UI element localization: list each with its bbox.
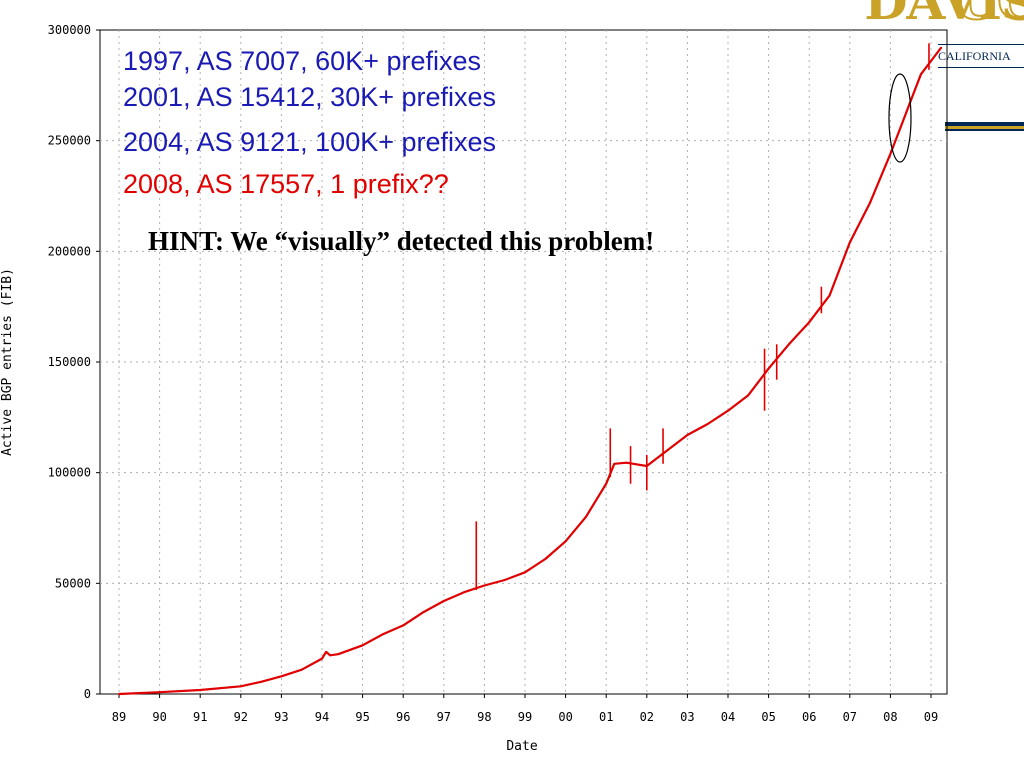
x-tick-label: 09 [924, 710, 938, 724]
data-point [828, 294, 831, 297]
x-tick-label: 00 [558, 710, 572, 724]
x-tick-label: 95 [355, 710, 369, 724]
logo-uc: UC [954, 0, 1024, 32]
data-point [321, 657, 323, 660]
x-axis-ticks: 89 90 91 92 93 94 95 96 97 98 99 00 01 02 03 04 05 06 07 08… [112, 694, 938, 724]
data-point [463, 591, 466, 594]
data-point [686, 434, 689, 437]
x-tick-label: 08 [883, 710, 897, 724]
logo-subtitle: CALIFORNIA [938, 44, 1024, 68]
x-tick-label: 91 [193, 710, 207, 724]
data-point [442, 600, 445, 603]
y-tick-label: 100000 [48, 466, 91, 480]
data-point [118, 693, 120, 695]
x-tick-label: 99 [518, 710, 532, 724]
grid [100, 30, 947, 694]
x-tick-label: 98 [477, 710, 491, 724]
data-point [919, 73, 922, 76]
bgp-series-line [118, 47, 942, 696]
data-point [787, 343, 790, 346]
data-point [239, 685, 242, 688]
data-point [940, 46, 943, 49]
data-point [544, 557, 547, 560]
y-tick-label: 50000 [55, 576, 91, 590]
data-point [329, 654, 332, 657]
x-tick-label: 05 [761, 710, 775, 724]
data-point [300, 668, 303, 671]
x-axis-label: Date [506, 739, 537, 754]
data-point [584, 515, 587, 518]
data-point [402, 624, 405, 627]
data-point [199, 689, 202, 692]
data-point [280, 675, 283, 678]
anomaly-highlight-circle [888, 73, 912, 163]
hint-text: HINT: We “visually” detected this proble… [148, 226, 655, 256]
data-point [260, 680, 263, 683]
y-tick-label: 200000 [48, 244, 91, 258]
annotation-2004: 2004, AS 9121, 100K+ prefixes [123, 127, 497, 157]
data-point [524, 571, 526, 574]
x-tick-label: 06 [802, 710, 816, 724]
x-tick-label: 02 [640, 710, 654, 724]
y-tick-label: 250000 [48, 134, 91, 148]
x-tick-label: 92 [234, 710, 248, 724]
logo-bar-navy-2 [945, 129, 1024, 131]
x-tick-label: 04 [721, 710, 735, 724]
data-point [747, 394, 750, 397]
data-point [848, 241, 851, 244]
data-point [337, 653, 340, 656]
data-point [483, 584, 486, 587]
data-point [706, 422, 709, 425]
logo-bar-gold [945, 126, 1024, 129]
data-point [613, 462, 616, 465]
data-point [361, 644, 364, 647]
data-point [808, 321, 811, 324]
logo-davis: DAVIS [864, 0, 1024, 31]
data-point [605, 482, 608, 485]
data-point [503, 579, 506, 582]
y-tick-label: 300000 [48, 23, 91, 37]
logo-bar-navy [945, 122, 1024, 126]
data-point [899, 126, 902, 129]
data-point [158, 691, 161, 694]
x-tick-label: 03 [680, 710, 694, 724]
x-tick-label: 01 [599, 710, 613, 724]
x-tick-label: 97 [437, 710, 451, 724]
y-tick-label: 0 [84, 687, 91, 701]
annotation-2008: 2008, AS 17557, 1 prefix?? [123, 169, 449, 199]
annotation-1997: 1997, AS 7007, 60K+ prefixes [123, 46, 482, 76]
x-tick-label: 07 [843, 710, 857, 724]
y-axis-ticks: 0 50000 100000 150000 200000 250000 300000 [48, 23, 100, 701]
data-point [422, 611, 425, 614]
data-point [564, 540, 567, 543]
x-tick-label: 90 [152, 710, 166, 724]
data-point [625, 461, 628, 464]
logo-wordmark: UC DAVIS [826, 0, 1024, 40]
data-point [869, 201, 872, 204]
data-point [889, 152, 892, 155]
data-point [666, 449, 669, 452]
data-point [930, 59, 932, 62]
y-tick-label: 150000 [48, 355, 91, 369]
data-point [727, 409, 729, 412]
annotation-2001: 2001, AS 15412, 30K+ prefixes [123, 82, 497, 112]
x-tick-label: 94 [315, 710, 329, 724]
x-tick-label: 96 [396, 710, 410, 724]
data-point [381, 633, 384, 636]
series-layer [118, 43, 943, 696]
x-tick-label: 93 [274, 710, 288, 724]
x-tick-label: 89 [112, 710, 126, 724]
data-point [767, 367, 770, 370]
y-axis-label: Active BGP entries (FIB) [0, 268, 15, 456]
data-point [325, 650, 328, 653]
